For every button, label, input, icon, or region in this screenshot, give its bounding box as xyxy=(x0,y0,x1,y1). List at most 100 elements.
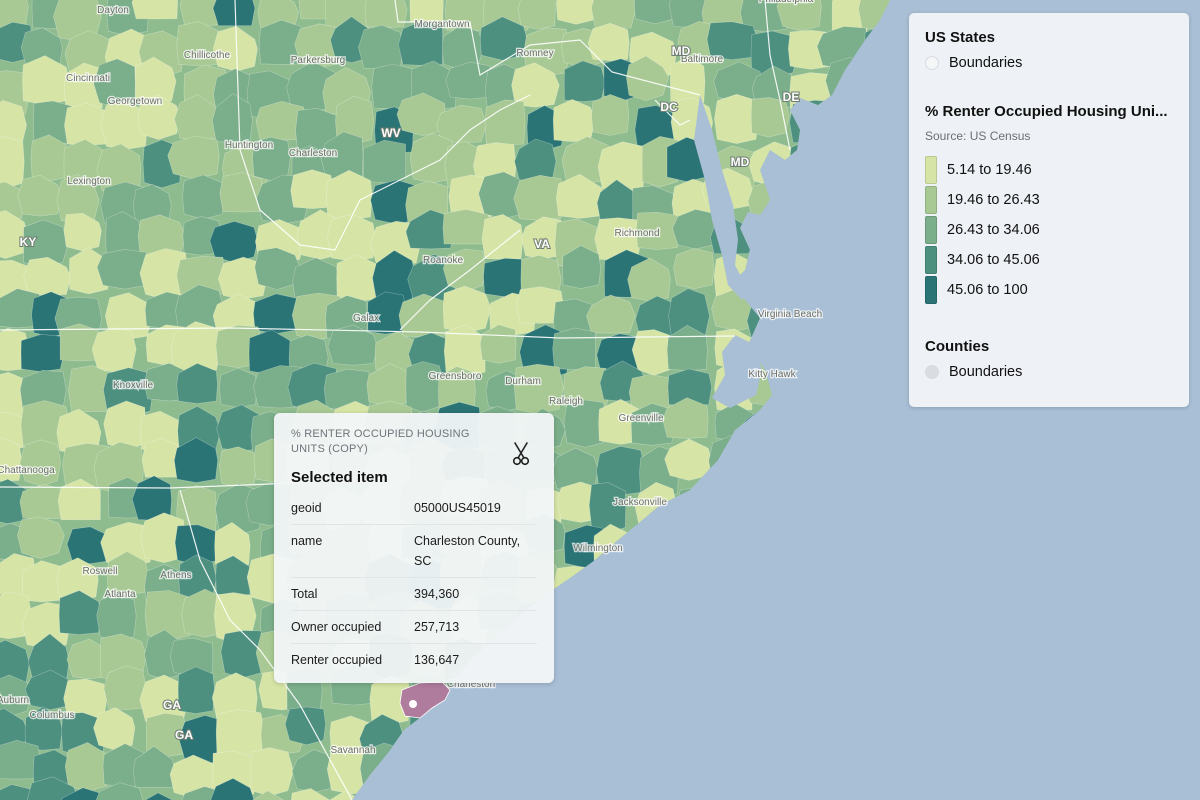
county-cell[interactable] xyxy=(167,135,220,180)
county-cell[interactable] xyxy=(56,557,99,602)
county-cell[interactable] xyxy=(631,329,674,376)
county-cell[interactable] xyxy=(220,630,263,679)
county-cell[interactable] xyxy=(212,0,256,27)
county-cell[interactable] xyxy=(57,787,109,800)
county-cell[interactable] xyxy=(586,294,636,334)
county-cell[interactable] xyxy=(169,637,214,676)
county-cell[interactable] xyxy=(325,169,373,221)
county-cell[interactable] xyxy=(96,249,148,290)
county-cell[interactable] xyxy=(398,293,451,338)
county-cell[interactable] xyxy=(182,174,226,220)
county-cell[interactable] xyxy=(436,104,487,144)
county-cell[interactable] xyxy=(93,707,136,751)
county-cell[interactable] xyxy=(219,446,256,488)
county-cell[interactable] xyxy=(0,181,25,223)
county-cell[interactable] xyxy=(103,367,154,417)
county-cell[interactable] xyxy=(250,747,294,797)
county-cell[interactable] xyxy=(630,402,677,446)
county-cell[interactable] xyxy=(103,665,147,710)
county-cell[interactable] xyxy=(219,172,263,213)
county-cell[interactable] xyxy=(750,97,790,138)
states-boundaries-toggle[interactable]: Boundaries xyxy=(925,55,1173,71)
county-cell[interactable] xyxy=(590,0,637,29)
county-cell[interactable] xyxy=(58,590,103,635)
county-cell[interactable] xyxy=(17,174,62,217)
county-cell[interactable] xyxy=(740,0,791,32)
county-cell[interactable] xyxy=(145,712,189,758)
county-cell[interactable] xyxy=(131,0,178,20)
county-cell[interactable] xyxy=(209,220,259,263)
county-cell[interactable] xyxy=(677,21,718,65)
county-cell[interactable] xyxy=(626,55,670,101)
county-cell[interactable] xyxy=(91,327,137,373)
county-cell[interactable] xyxy=(552,327,596,370)
county-cell[interactable] xyxy=(57,478,101,521)
county-cell[interactable] xyxy=(563,60,606,102)
county-cell[interactable] xyxy=(103,400,146,450)
county-cell[interactable] xyxy=(23,256,72,296)
county-cell[interactable] xyxy=(587,22,630,62)
county-cell[interactable] xyxy=(562,245,602,289)
county-cell[interactable] xyxy=(479,324,517,364)
county-cell[interactable] xyxy=(63,212,102,252)
county-cell[interactable] xyxy=(409,0,444,24)
county-cell[interactable] xyxy=(289,788,333,800)
county-cell[interactable] xyxy=(215,709,266,757)
county-cell[interactable] xyxy=(327,324,378,366)
county-cell[interactable] xyxy=(217,256,267,300)
county-cell[interactable] xyxy=(0,135,25,190)
county-cell[interactable] xyxy=(106,551,149,596)
county-cell[interactable] xyxy=(64,742,108,792)
county-cell[interactable] xyxy=(555,0,599,25)
county-cell[interactable] xyxy=(17,516,65,559)
county-cell[interactable] xyxy=(61,712,107,756)
county-cell[interactable] xyxy=(69,247,110,295)
county-cell[interactable] xyxy=(0,674,33,718)
county-cell[interactable] xyxy=(0,437,23,482)
county-cell[interactable] xyxy=(479,16,528,61)
county-cell[interactable] xyxy=(100,100,148,150)
county-cell[interactable] xyxy=(176,363,218,404)
county-cell[interactable] xyxy=(23,219,69,268)
county-cell[interactable] xyxy=(481,214,524,260)
county-cell[interactable] xyxy=(20,333,65,373)
county-cell[interactable] xyxy=(170,321,222,373)
county-cell[interactable] xyxy=(218,368,257,408)
county-cell[interactable] xyxy=(177,666,215,714)
scissors-icon[interactable] xyxy=(510,441,532,467)
county-cell[interactable] xyxy=(137,94,180,140)
county-cell[interactable] xyxy=(358,24,404,70)
county-cell[interactable] xyxy=(291,749,334,793)
county-cell[interactable] xyxy=(96,592,137,641)
county-cell[interactable] xyxy=(635,211,683,250)
county-cell[interactable] xyxy=(134,56,177,105)
county-cell[interactable] xyxy=(214,522,251,569)
county-cell[interactable] xyxy=(513,174,566,221)
county-cell[interactable] xyxy=(100,521,154,569)
county-cell[interactable] xyxy=(362,139,407,183)
county-cell[interactable] xyxy=(24,706,63,751)
county-cell[interactable] xyxy=(511,62,560,108)
county-cell[interactable] xyxy=(248,790,291,800)
county-cell[interactable] xyxy=(173,437,219,483)
toggle-circle-icon[interactable] xyxy=(925,365,939,379)
county-cell[interactable] xyxy=(667,368,713,407)
county-cell[interactable] xyxy=(588,482,627,534)
county-cell[interactable] xyxy=(106,0,149,36)
county-cell[interactable] xyxy=(20,27,63,71)
county-cell[interactable] xyxy=(284,706,326,746)
county-cell[interactable] xyxy=(513,363,564,415)
county-cell[interactable] xyxy=(94,782,145,800)
county-cell[interactable] xyxy=(326,213,376,262)
county-cell[interactable] xyxy=(563,399,608,448)
county-cell[interactable] xyxy=(517,0,556,30)
county-cell[interactable] xyxy=(212,25,258,72)
county-cell[interactable] xyxy=(63,62,103,112)
county-cell[interactable] xyxy=(714,93,759,144)
county-cell[interactable] xyxy=(19,439,62,487)
county-cell[interactable] xyxy=(405,209,455,250)
county-cell[interactable] xyxy=(136,792,178,800)
county-cell[interactable] xyxy=(750,30,799,79)
county-cell[interactable] xyxy=(484,99,526,146)
county-cell[interactable] xyxy=(93,58,136,109)
